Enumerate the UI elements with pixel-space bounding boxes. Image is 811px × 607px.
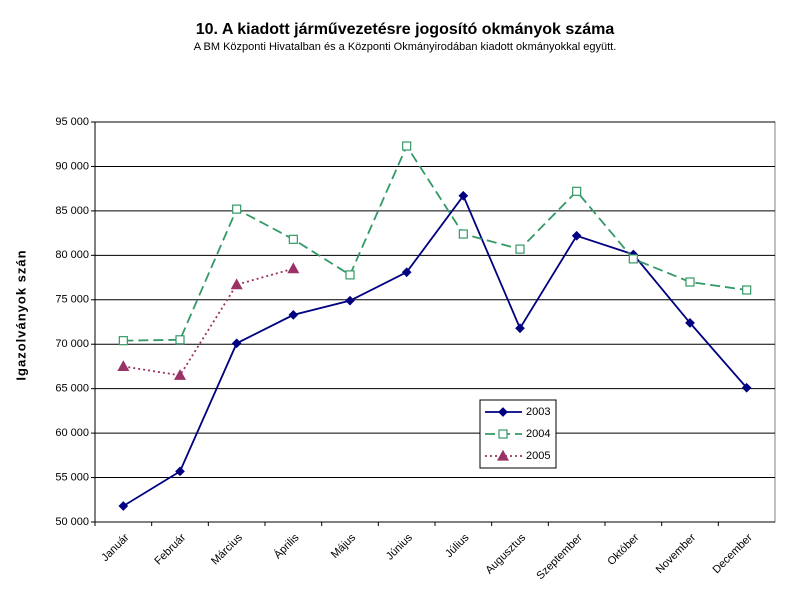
x-tick-label: Június bbox=[384, 531, 415, 562]
data-point bbox=[175, 335, 185, 345]
data-point bbox=[458, 229, 468, 239]
data-point bbox=[571, 230, 582, 241]
legend-marker bbox=[498, 407, 508, 417]
y-tick-label: 80 000 bbox=[55, 249, 89, 261]
x-tick-label: Március bbox=[209, 531, 245, 567]
data-point bbox=[685, 318, 695, 328]
data-point bbox=[175, 466, 185, 477]
data-point bbox=[345, 270, 355, 280]
legend-label: 2003 bbox=[526, 406, 550, 418]
x-tick-label: Április bbox=[271, 531, 302, 562]
x-tick-label: Február bbox=[152, 531, 188, 567]
chart-title: 10. A kiadott járművezetésre jogosító ok… bbox=[196, 21, 615, 38]
data-point bbox=[402, 141, 412, 151]
x-tick-label: Január bbox=[99, 531, 132, 564]
series-line bbox=[122, 193, 748, 507]
data-point bbox=[345, 295, 355, 306]
y-tick-label: 55 000 bbox=[55, 471, 89, 483]
data-point bbox=[458, 190, 469, 201]
legend-marker bbox=[496, 449, 510, 461]
legend-marker bbox=[498, 429, 508, 439]
data-point bbox=[401, 267, 412, 278]
plot-area bbox=[94, 121, 776, 523]
x-tick-label: Szeptember bbox=[534, 531, 585, 582]
y-tick-label: 50 000 bbox=[55, 516, 89, 528]
data-point bbox=[230, 278, 243, 290]
data-point bbox=[118, 336, 128, 346]
data-point bbox=[742, 285, 752, 295]
chart-subtitle: A BM Központi Hivatalban és a Központi O… bbox=[194, 41, 617, 53]
y-tick-label: 75 000 bbox=[55, 294, 89, 306]
data-point bbox=[572, 186, 582, 196]
data-point bbox=[117, 360, 130, 372]
data-point bbox=[288, 310, 299, 320]
data-point bbox=[515, 323, 525, 334]
data-point bbox=[515, 244, 525, 254]
legend-label: 2004 bbox=[526, 428, 550, 440]
y-tick-label: 95 000 bbox=[55, 116, 89, 128]
x-tick-label: December bbox=[710, 531, 755, 576]
x-tick-label: Május bbox=[329, 531, 359, 561]
legend-label: 2005 bbox=[526, 450, 550, 462]
data-point bbox=[118, 501, 129, 511]
data-point bbox=[288, 234, 298, 244]
data-point bbox=[287, 262, 300, 274]
y-tick-label: 70 000 bbox=[55, 338, 89, 350]
data-point bbox=[628, 254, 638, 264]
series-line bbox=[123, 267, 294, 377]
x-tick-label: November bbox=[654, 531, 699, 576]
y-tick-label: 60 000 bbox=[55, 427, 89, 439]
data-point bbox=[741, 382, 752, 393]
data-point bbox=[231, 338, 242, 349]
series-line bbox=[123, 144, 747, 342]
y-axis-label: Igazolványok szán bbox=[13, 249, 28, 380]
y-tick-label: 85 000 bbox=[55, 205, 89, 217]
data-point bbox=[232, 204, 242, 214]
x-tick-label: Október bbox=[605, 531, 641, 567]
data-point bbox=[685, 277, 695, 287]
x-tick-label: Augusztus bbox=[483, 531, 528, 576]
x-tick-label: Július bbox=[443, 531, 472, 560]
y-tick-label: 65 000 bbox=[55, 383, 89, 395]
data-point bbox=[173, 369, 187, 380]
y-tick-label: 90 000 bbox=[55, 160, 89, 172]
